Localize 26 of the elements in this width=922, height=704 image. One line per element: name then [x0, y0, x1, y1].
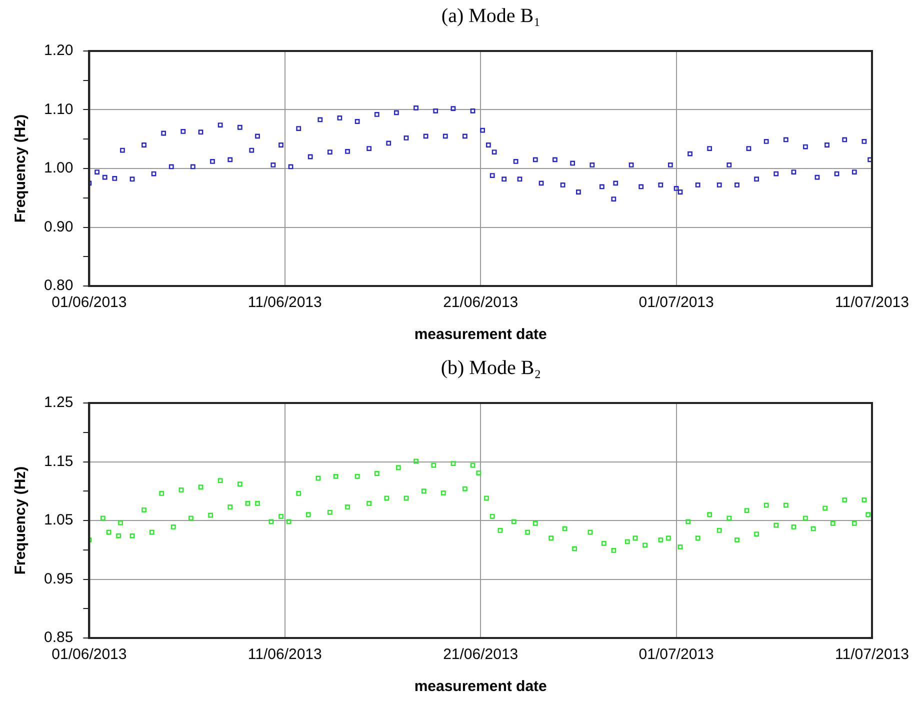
chart-title: (a) Mode B₁ [440, 4, 542, 29]
x-axis-title: measurement date [414, 678, 547, 696]
x-tick-label: 11/06/2013 [248, 646, 322, 664]
x-tick-label: 11/07/2013 [835, 294, 909, 312]
y-axis-title: Frequency (Hz) [12, 466, 30, 575]
x-tick-label: 01/06/2013 [52, 646, 127, 664]
chart-title: (b) Mode B₂ [440, 356, 542, 381]
y-tick-label: 1.10 [44, 100, 74, 118]
y-tick-label: 1.25 [44, 394, 74, 412]
y-tick-label: 0.80 [44, 277, 74, 294]
x-tick-label: 01/07/2013 [638, 294, 714, 312]
y-tick-label: 1.15 [44, 452, 74, 470]
y-tick-label: 0.90 [44, 218, 74, 236]
y-tick-label: 1.20 [44, 42, 74, 60]
y-tick-label: 0.85 [44, 629, 74, 646]
y-tick-label: 0.95 [44, 570, 74, 588]
x-tick-label: 01/07/2013 [638, 646, 714, 664]
x-tick-label: 21/06/2013 [443, 646, 518, 664]
y-axis-title: Frequency (Hz) [12, 114, 30, 223]
y-tick-label: 1.00 [44, 160, 74, 177]
y-tick-label: 1.05 [44, 512, 74, 529]
x-tick-label: 11/06/2013 [248, 294, 322, 312]
x-tick-label: 11/07/2013 [835, 646, 909, 664]
x-axis-title: measurement date [414, 326, 547, 344]
x-tick-label: 21/06/2013 [443, 294, 518, 312]
x-tick-label: 01/06/2013 [52, 294, 127, 312]
